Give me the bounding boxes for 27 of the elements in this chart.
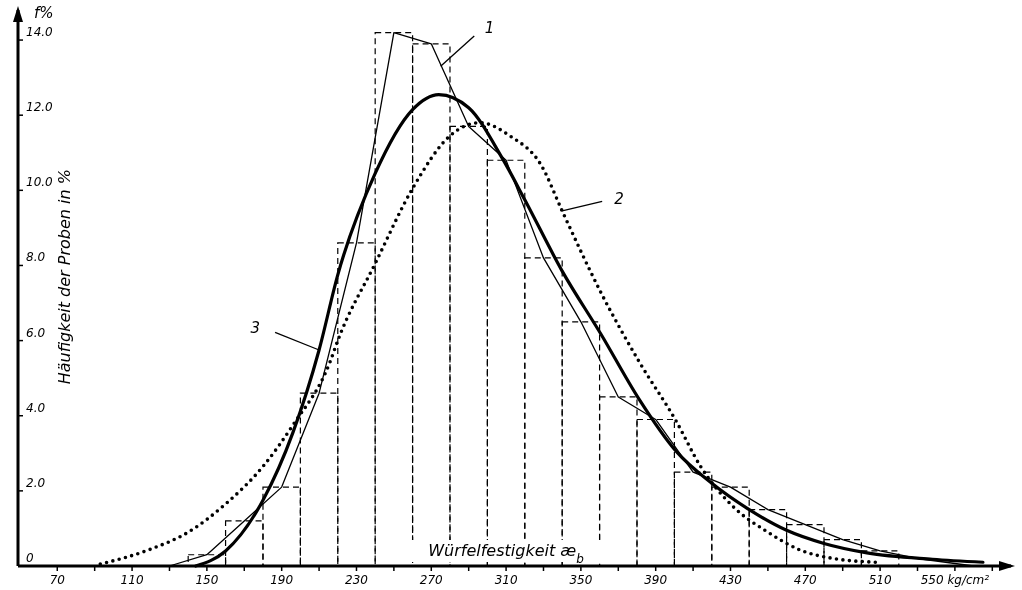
y-axis-title: Häufigkeit der Proben in % (55, 169, 74, 385)
x-tick-label: 150 (195, 573, 219, 587)
x-tick-label: 70 (49, 573, 66, 587)
x-tick-label: 510 (868, 573, 892, 587)
x-tick-label: 110 (120, 573, 144, 587)
x-axis-title: Würfelfestigkeit æ$_{b}$ (428, 541, 585, 566)
y-tick-label: 8.0 (26, 250, 46, 265)
y-tick-label: 4.0 (26, 400, 46, 415)
x-tick-label: 270 (419, 573, 444, 587)
x-tick-label: 350 (569, 573, 593, 587)
annotation: 2 (614, 189, 624, 208)
y-tick-label: 6.0 (26, 325, 46, 340)
annotation: f% (34, 4, 54, 22)
y-tick-label: 2.0 (26, 475, 46, 490)
annotation: 3 (250, 318, 261, 337)
y-tick-label: 10.0 (26, 175, 54, 190)
annotation: 1 (484, 19, 495, 38)
y-tick-label: 0 (26, 551, 34, 565)
x-tick-label: 310 (494, 573, 518, 587)
x-tick-label: 550 kg/cm² (920, 573, 990, 587)
y-tick-label: 12.0 (26, 100, 54, 115)
x-tick-label: 430 (719, 573, 743, 587)
x-tick-label: 390 (644, 573, 668, 587)
x-tick-label: 190 (270, 573, 294, 587)
y-tick-label: 14.0 (26, 25, 54, 40)
x-tick-label: 470 (793, 573, 818, 587)
x-tick-label: 230 (345, 573, 369, 587)
